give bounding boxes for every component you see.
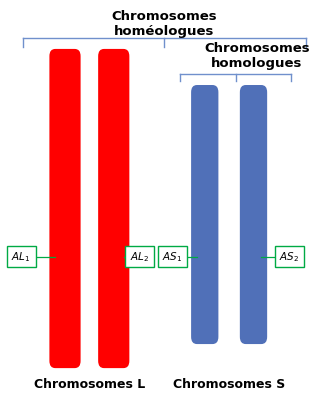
Text: Chromosomes
homologues: Chromosomes homologues	[204, 42, 309, 70]
FancyBboxPatch shape	[240, 85, 267, 344]
FancyBboxPatch shape	[275, 246, 304, 267]
FancyBboxPatch shape	[49, 49, 81, 368]
FancyBboxPatch shape	[158, 246, 187, 267]
FancyBboxPatch shape	[191, 85, 218, 344]
FancyBboxPatch shape	[125, 246, 154, 267]
Text: Chromosomes
homéologues: Chromosomes homéologues	[111, 10, 217, 38]
Text: Chromosomes S: Chromosomes S	[173, 378, 285, 391]
Text: Chromosomes L: Chromosomes L	[34, 378, 145, 391]
FancyBboxPatch shape	[98, 49, 129, 368]
Text: AL$_1$: AL$_1$	[11, 250, 31, 263]
Text: AS$_2$: AS$_2$	[279, 250, 299, 263]
Text: AL$_2$: AL$_2$	[130, 250, 150, 263]
Text: AS$_1$: AS$_1$	[162, 250, 182, 263]
FancyBboxPatch shape	[6, 246, 36, 267]
